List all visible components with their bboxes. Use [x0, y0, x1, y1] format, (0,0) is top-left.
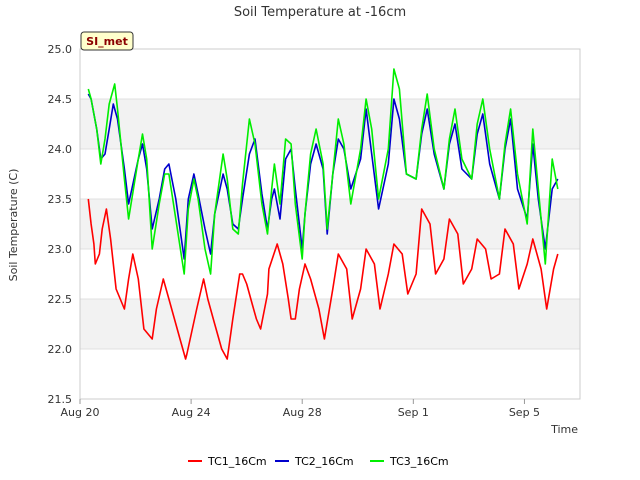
legend-label: TC2_16Cm — [294, 455, 354, 468]
plot-band — [80, 149, 580, 199]
site-badge-box — [80, 31, 134, 51]
plot-background — [80, 49, 580, 399]
x-axis-label: Time — [550, 423, 578, 436]
y-tick-label: 22.5 — [48, 293, 73, 306]
plot-band — [80, 49, 580, 99]
site-badge: SI_met — [80, 31, 134, 51]
plot-band — [80, 349, 580, 399]
series-line-tc1_16cm — [87, 198, 559, 360]
y-axis-label: Soil Temperature (C) — [7, 169, 20, 282]
y-tick-label: 24.0 — [48, 143, 73, 156]
y-axis-ticks: 21.5 22.0 22.5 23.0 23.5 24.0 24.5 25.0 — [48, 43, 73, 406]
plot-border — [79, 48, 581, 400]
y-tick-label: 24.5 — [48, 93, 73, 106]
x-tick-label: Aug 28 — [283, 406, 322, 419]
x-tick-label: Sep 1 — [398, 406, 429, 419]
x-tick-label: Sep 5 — [509, 406, 540, 419]
plot-band — [80, 249, 580, 299]
legend-label: TC3_16Cm — [389, 455, 449, 468]
x-tick-label: Aug 24 — [172, 406, 211, 419]
legend: TC1_16Cm TC2_16Cm TC3_16Cm — [188, 455, 449, 468]
y-tick-label: 21.5 — [48, 393, 73, 406]
x-tick-label: Aug 20 — [61, 406, 100, 419]
y-tick-label: 22.0 — [48, 343, 73, 356]
y-tick-label: 23.5 — [48, 193, 73, 206]
plot-band — [80, 99, 580, 149]
y-tick-label: 23.0 — [48, 243, 73, 256]
legend-label: TC1_16Cm — [207, 455, 267, 468]
chart-title: Soil Temperature at -16cm — [234, 5, 406, 20]
series-line-tc3_16cm — [87, 68, 559, 275]
site-badge-label: SI_met — [86, 35, 128, 48]
y-tick-label: 25.0 — [48, 43, 73, 56]
series-lines — [87, 68, 559, 360]
x-axis-ticks: Aug 20 Aug 24 Aug 28 Sep 1 Sep 5 — [61, 399, 540, 419]
